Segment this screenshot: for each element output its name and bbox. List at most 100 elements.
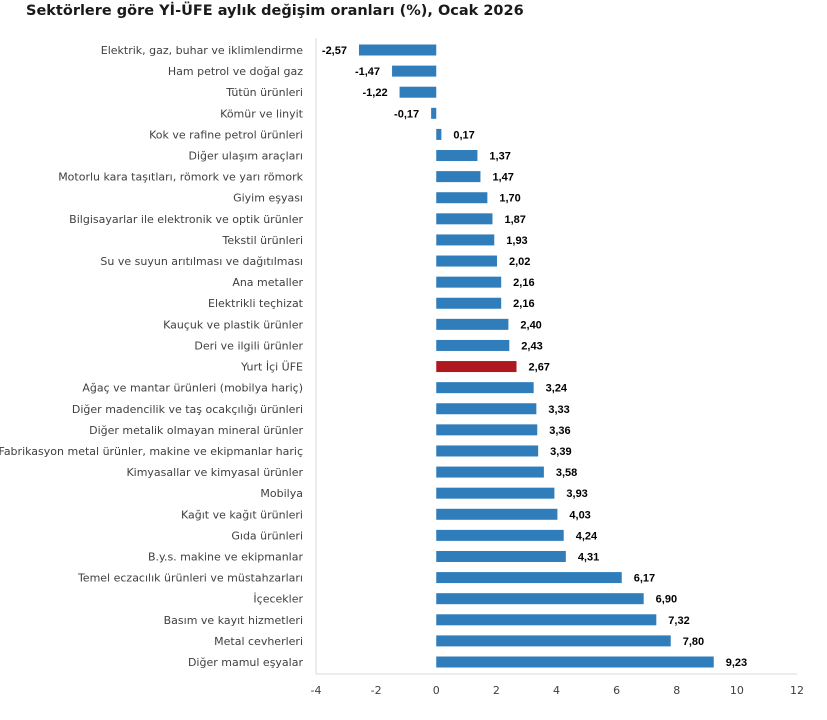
data-label: -2,57 — [322, 45, 347, 57]
bar — [436, 361, 517, 373]
data-label: 2,16 — [513, 277, 534, 289]
category-label: Ağaç ve mantar ürünleri (mobilya hariç) — [82, 382, 303, 395]
category-label: İçecekler — [253, 593, 303, 606]
bar — [436, 656, 714, 668]
data-label: 2,67 — [529, 362, 550, 374]
data-label: 2,02 — [509, 256, 530, 268]
category-label: Diğer madencilik ve taş ocakçılığı ürünl… — [72, 403, 303, 416]
bar — [436, 508, 558, 520]
data-label: 7,32 — [668, 615, 689, 627]
x-tick-label: -4 — [311, 684, 322, 697]
category-label: Tekstil ürünleri — [222, 234, 303, 247]
category-label: Fabrikasyon metal ürünler, makine ve eki… — [0, 445, 303, 458]
data-label: 2,43 — [521, 340, 542, 352]
bar — [436, 297, 502, 309]
category-label: Bilgisayarlar ile elektronik ve optik ür… — [69, 213, 303, 226]
data-label: 4,31 — [578, 551, 599, 563]
x-tick-label: 8 — [673, 684, 680, 697]
category-label: Elektrik, gaz, buhar ve iklimlendirme — [101, 44, 303, 57]
category-label: Kok ve rafine petrol ürünleri — [149, 128, 303, 141]
data-label: 1,87 — [504, 214, 525, 226]
data-label: 6,17 — [634, 573, 655, 585]
bar — [436, 614, 657, 626]
category-label: Elektrikli teçhizat — [208, 297, 304, 310]
x-tick-label: 6 — [613, 684, 620, 697]
data-label: -1,47 — [355, 66, 380, 78]
x-tick-label: 4 — [553, 684, 560, 697]
data-label: 1,47 — [492, 172, 513, 184]
category-label: Diğer mamul eşyalar — [188, 656, 304, 669]
chart-title: Sektörlere göre Yİ-ÜFE aylık değişim ora… — [26, 3, 524, 19]
bar — [436, 150, 478, 162]
category-label: Diğer metalik olmayan mineral ürünler — [89, 424, 303, 437]
category-label: Metal cevherleri — [214, 635, 303, 648]
category-label: Diğer ulaşım araçları — [189, 150, 304, 163]
category-label: Ham petrol ve doğal gaz — [168, 65, 303, 78]
bar — [436, 529, 564, 541]
bar — [436, 550, 566, 562]
data-label: 1,93 — [506, 235, 527, 247]
bar — [436, 192, 488, 204]
bar — [436, 171, 481, 183]
x-tick-label: -2 — [371, 684, 382, 697]
data-label: 3,93 — [566, 488, 587, 500]
category-label: Mobilya — [260, 487, 303, 500]
bar — [436, 635, 671, 647]
category-label: Temel eczacılık ürünleri ve müstahzarlar… — [77, 572, 303, 585]
category-label: Tütün ürünleri — [225, 86, 303, 99]
category-label: Kağıt ve kağıt ürünleri — [181, 508, 303, 521]
category-label: Giyim eşyası — [233, 192, 303, 205]
bar — [436, 276, 502, 288]
x-tick-label: 12 — [790, 684, 804, 697]
data-label: 3,39 — [550, 446, 571, 458]
bar — [436, 128, 442, 140]
data-label: 3,33 — [548, 404, 569, 416]
data-label: 2,16 — [513, 298, 534, 310]
data-label: 4,24 — [576, 530, 598, 542]
data-label: 3,24 — [546, 383, 568, 395]
bar — [392, 65, 437, 77]
data-label: 1,37 — [489, 151, 510, 163]
bar — [436, 234, 495, 246]
bar — [436, 213, 493, 225]
data-label: 1,70 — [499, 193, 520, 205]
bar — [436, 487, 555, 499]
bar — [431, 107, 437, 119]
bar — [436, 403, 537, 415]
category-label: Motorlu kara taşıtları, römork ve yarı r… — [58, 171, 303, 184]
category-label: Su ve suyun arıtılması ve dağıtılması — [100, 255, 303, 268]
bar — [436, 318, 509, 330]
category-label: Kömür ve linyit — [220, 107, 304, 120]
data-label: 4,03 — [569, 509, 590, 521]
category-label: Gıda ürünleri — [231, 529, 303, 542]
x-tick-label: 2 — [493, 684, 500, 697]
data-label: 3,36 — [549, 425, 570, 437]
data-label: -1,22 — [362, 87, 387, 99]
bar — [399, 86, 437, 98]
category-label: Kimyasallar ve kimyasal ürünler — [126, 466, 303, 479]
data-label: -0,17 — [394, 108, 419, 120]
data-label: 3,58 — [556, 467, 577, 479]
data-label: 2,40 — [520, 319, 541, 331]
x-tick-label: 10 — [730, 684, 744, 697]
data-label: 0,17 — [453, 129, 474, 141]
bar — [436, 466, 544, 478]
category-label: Ana metaller — [232, 276, 303, 289]
bar — [436, 255, 497, 267]
bar — [436, 339, 510, 351]
data-label: 6,90 — [656, 594, 677, 606]
category-label: Deri ve ilgili ürünler — [194, 339, 303, 352]
bar — [436, 572, 622, 584]
data-label: 9,23 — [726, 657, 747, 669]
bar — [436, 424, 538, 436]
category-label: B.y.s. makine ve ekipmanlar — [148, 550, 303, 563]
bar — [436, 593, 644, 605]
data-label: 7,80 — [683, 636, 704, 648]
x-tick-label: 0 — [433, 684, 440, 697]
category-label: Yurt İçi ÜFE — [240, 361, 303, 374]
bar — [436, 382, 534, 394]
bar — [436, 445, 539, 457]
bar — [358, 44, 437, 56]
category-label: Kauçuk ve plastik ürünler — [163, 318, 303, 331]
